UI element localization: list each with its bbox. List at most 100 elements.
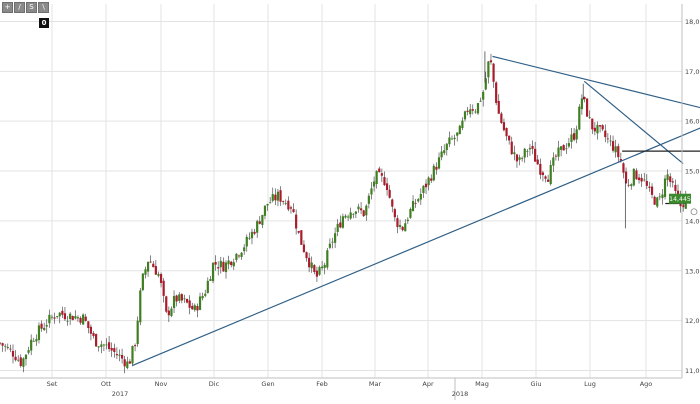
candle-body xyxy=(656,197,659,207)
candle-body xyxy=(17,359,20,361)
candle-body xyxy=(484,78,487,90)
candle-body xyxy=(479,100,482,102)
candle-body xyxy=(385,183,389,191)
candle-body xyxy=(406,219,409,222)
candle-body xyxy=(427,177,430,186)
candle-body xyxy=(671,181,674,183)
candle-body xyxy=(131,345,134,364)
candle-body xyxy=(261,214,264,225)
candle-body xyxy=(22,358,25,367)
candle-body xyxy=(367,195,370,204)
candle-body xyxy=(50,316,54,318)
candle-body xyxy=(572,133,576,140)
candle-body xyxy=(596,124,599,134)
annotation-counter-badge: 0 xyxy=(39,18,49,28)
candle-body xyxy=(505,128,508,137)
candle-body xyxy=(598,125,602,127)
candle-body xyxy=(56,316,59,317)
y-tick-label: 18,00 xyxy=(685,18,700,26)
candle-body xyxy=(336,223,339,232)
year-label: 2017 xyxy=(112,390,129,398)
candle-body xyxy=(9,348,12,350)
candle-body xyxy=(635,170,638,180)
y-tick-label: 16,00 xyxy=(685,118,700,126)
x-tick-label: Mar xyxy=(369,380,382,388)
candle-body xyxy=(349,212,352,219)
candle-body xyxy=(84,316,87,321)
draw-line-icon[interactable]: \ xyxy=(38,2,49,13)
candle-body xyxy=(482,91,485,100)
y-tick-label: 11,00 xyxy=(685,367,700,375)
candle-body xyxy=(339,222,342,228)
candle-body xyxy=(396,218,399,227)
candle-body xyxy=(487,61,490,78)
candle-body xyxy=(113,348,116,352)
candle-body xyxy=(87,321,90,329)
candle-body xyxy=(515,154,519,162)
candle-body xyxy=(126,361,129,369)
settings-icon[interactable]: S xyxy=(26,2,37,13)
candle-body xyxy=(120,354,124,359)
candle-body xyxy=(354,211,357,214)
y-tick-label: 17,00 xyxy=(685,68,700,76)
y-tick-label: 12,00 xyxy=(685,317,700,325)
candle-body xyxy=(661,194,664,199)
candle-body xyxy=(302,244,306,253)
x-tick-label: Gen xyxy=(261,380,274,388)
candle-body xyxy=(214,261,217,265)
candle-body xyxy=(357,206,360,210)
candle-body xyxy=(250,231,254,239)
candle-body xyxy=(469,109,472,115)
candle-body xyxy=(510,141,513,155)
candle-body xyxy=(466,110,469,112)
trendline-icon[interactable]: / xyxy=(14,2,25,13)
candle-body xyxy=(583,96,586,100)
candle-body xyxy=(313,265,316,272)
candle-body xyxy=(601,125,604,130)
candle-body xyxy=(243,247,246,252)
candle-body xyxy=(422,185,425,194)
candle-body xyxy=(552,157,555,166)
candle-body xyxy=(71,316,74,321)
candle-body xyxy=(643,179,646,181)
x-tick-label: Ago xyxy=(640,380,653,388)
candle-body xyxy=(588,117,591,118)
candle-body xyxy=(521,158,524,159)
candle-body xyxy=(541,172,545,175)
x-tick-label: Mag xyxy=(475,380,489,388)
candle-body xyxy=(188,300,191,308)
candle-body xyxy=(40,323,43,329)
candle-body xyxy=(414,202,417,204)
candle-body xyxy=(123,359,126,367)
candle-body xyxy=(500,113,503,123)
x-tick-label: Lug xyxy=(584,380,596,388)
candle-body xyxy=(489,60,493,63)
last-price-badge xyxy=(669,193,691,204)
candle-body xyxy=(74,316,77,319)
candle-body xyxy=(146,261,150,272)
x-tick-label: Dic xyxy=(209,380,220,388)
candle-body xyxy=(35,339,38,342)
candle-body xyxy=(24,354,28,360)
candle-body xyxy=(172,295,176,308)
candle-body xyxy=(11,350,15,357)
candle-body xyxy=(461,120,464,129)
candle-body xyxy=(528,147,532,150)
candle-body xyxy=(409,208,412,218)
candle-body xyxy=(609,140,612,142)
candle-body xyxy=(539,163,542,175)
candle-body xyxy=(175,295,178,302)
candle-body xyxy=(37,325,41,340)
candle-body xyxy=(102,344,106,346)
candle-body xyxy=(388,189,391,198)
candle-body xyxy=(658,196,661,198)
crosshair-icon[interactable]: + xyxy=(2,2,13,13)
candle-body xyxy=(222,261,225,272)
candle-body xyxy=(305,252,308,259)
candle-body xyxy=(110,348,113,351)
candle-body xyxy=(201,295,204,299)
candle-body xyxy=(211,262,215,282)
candle-body xyxy=(61,310,64,315)
candle-body xyxy=(458,125,461,135)
